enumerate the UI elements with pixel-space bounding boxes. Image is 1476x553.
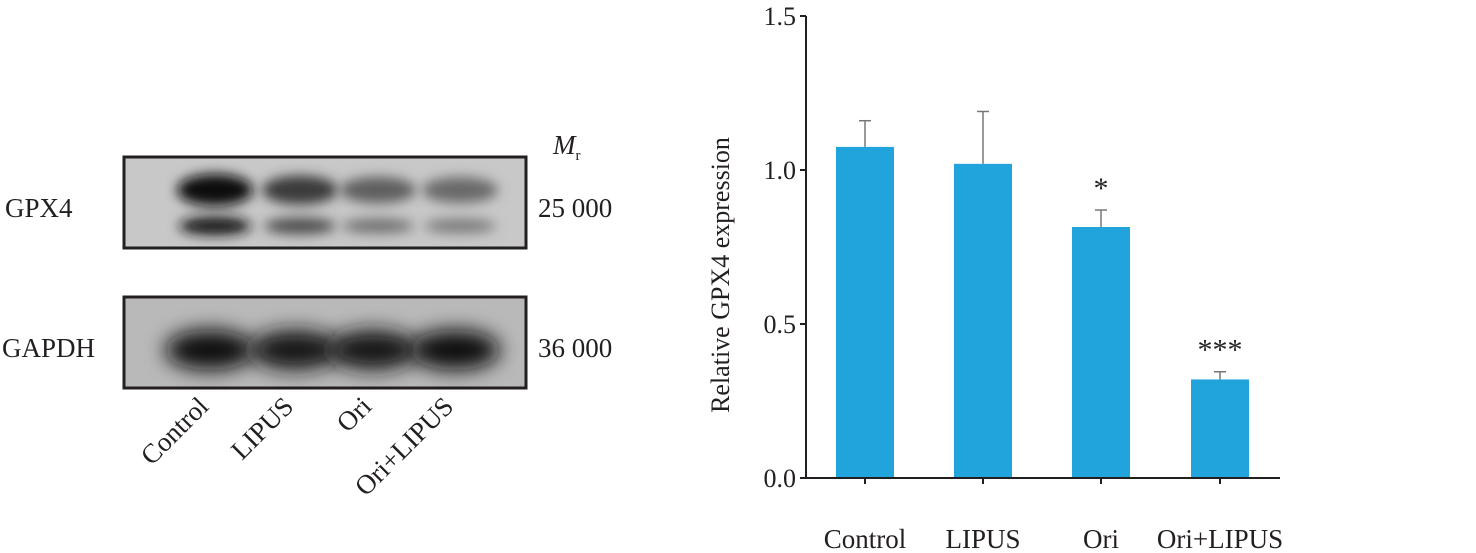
x-tick-label: Ori+LIPUS <box>1157 524 1283 553</box>
significance-label: * <box>1094 172 1109 205</box>
gpx4-band <box>340 176 416 234</box>
x-tick-label: LIPUS <box>945 524 1020 553</box>
gapdh-band <box>250 330 340 370</box>
lane-label: Ori <box>331 391 378 438</box>
gpx4-band <box>262 175 338 234</box>
y-tick-label: 1.0 <box>764 156 797 185</box>
mr-value-gapdh: 36 000 <box>538 333 612 363</box>
gpx4-band <box>177 174 253 235</box>
bar <box>836 146 894 478</box>
gapdh-band <box>410 330 500 370</box>
blot-row-label-gpx4: GPX4 <box>5 193 73 223</box>
x-tick-label: Ori <box>1083 524 1119 553</box>
western-blot: GPX4 GAPDH Mr 25 000 36 000 Control LIPUS… <box>2 130 612 502</box>
significance-label: *** <box>1198 334 1243 367</box>
bar-chart: **** 0.00.51.01.5 Control LIPUS Ori Ori+LIP… <box>706 2 1283 553</box>
mr-value-gpx4: 25 000 <box>538 193 612 223</box>
bar <box>1072 226 1130 478</box>
lane-label: Control <box>135 391 215 471</box>
mr-label: Mr <box>552 130 581 164</box>
y-axis-label: Relative GPX4 expression <box>706 137 735 413</box>
x-tick-label: Control <box>824 524 907 553</box>
y-tick-label: 0.5 <box>764 310 797 339</box>
blot-row-label-gapdh: GAPDH <box>2 333 95 363</box>
y-tick-label: 1.5 <box>764 2 797 31</box>
gpx4-band <box>422 177 498 233</box>
gapdh-band <box>328 330 418 370</box>
bar <box>1191 379 1249 478</box>
lane-label: LIPUS <box>225 391 299 465</box>
y-tick-label: 0.0 <box>764 464 797 493</box>
gapdh-band <box>165 330 255 370</box>
bar <box>954 163 1012 478</box>
